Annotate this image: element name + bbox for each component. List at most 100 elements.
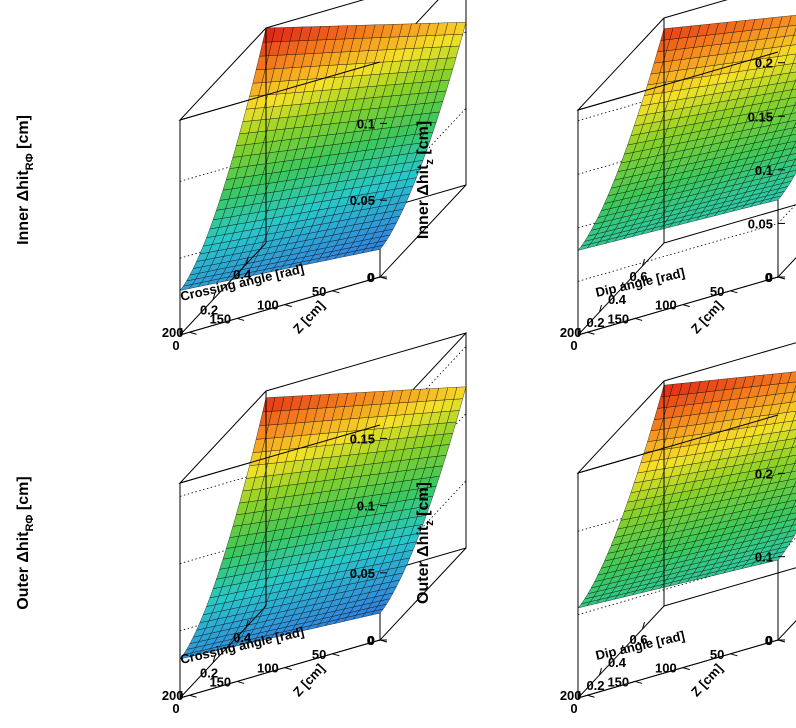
v-axis-title: Inner ΔhitRΦ [cm] [15,115,36,245]
x-tick [642,258,645,267]
x-tick-label: 0.6 [629,632,647,647]
x-tick [599,304,602,313]
z-tick [332,653,340,657]
x-tick [620,281,624,290]
z-tick-label: 100 [655,298,677,313]
z-tick-label: 50 [710,284,724,299]
z-tick-label: 150 [209,311,231,326]
z-tick-label: 200 [560,688,582,703]
z-axis-title: Z [cm] [290,661,328,700]
z-tick-label: 150 [209,674,231,689]
x-tick [599,667,602,676]
x-tick-label: 0.2 [200,303,218,318]
axis-box-front [178,332,467,699]
v-axis-title-unit: [cm] [15,115,32,153]
surface-mesh [577,15,796,251]
x-tick [642,621,645,630]
z-tick [189,694,197,698]
z-tick [682,304,690,308]
x-tick [577,327,581,336]
z-tick [284,304,292,308]
x-tick-label: 0.6 [629,269,647,284]
z-tick-label: 100 [257,298,279,313]
x-tick-label: 0.2 [200,666,218,681]
z-tick [635,680,643,684]
v-axis-title-unit: [cm] [415,482,432,520]
z-tick [189,331,197,335]
floor-edge [663,567,796,607]
v-tick-label: 0.15 [350,431,375,446]
z-tick [730,653,738,657]
v-tick-label: 0.05 [350,193,375,208]
z-tick [332,290,340,294]
v-tick-label: 0.2 [755,466,773,481]
v-axis-title-subscript: RΦ [24,515,36,532]
v-tick-label: 0 [766,270,773,285]
z-axis-line [179,276,381,336]
x-tick-label: 0.2 [586,315,604,330]
z-tick-label: 100 [257,661,279,676]
floor-edge [663,204,796,244]
v-tick-label: 0.1 [755,550,773,565]
x-tick-label: 0 [172,701,179,716]
x-tick [245,257,249,265]
z-tick [587,694,595,698]
v-tick-label: 0 [368,633,375,648]
z-tick-label: 150 [607,311,629,326]
x-tick [245,620,249,628]
v-axis-title: Outer Δhitz [cm] [415,482,436,604]
v-axis-title: Inner Δhitz [cm] [415,121,436,239]
z-axis-line [577,276,779,336]
x-tick-label: 0.4 [233,630,252,645]
x-tick [577,690,581,699]
z-tick-label: 100 [655,661,677,676]
v-axis-title-subscript: z [424,520,436,526]
z-tick-label: 50 [710,647,724,662]
z-tick-label: 0 [367,270,374,285]
x-tick-label: 0 [172,338,179,353]
top-edges [576,0,779,111]
v-tick-label: 0.05 [350,566,375,581]
x-tick-label: 0 [570,701,577,716]
z-tick-label: 0 [367,633,374,648]
x-tick [620,644,624,653]
z-axis-title: Z [cm] [688,298,726,337]
x-tick [212,655,216,663]
v-tick-label: 0 [368,270,375,285]
v-tick-label: 0.1 [357,499,375,514]
v-axis-title-main: Outer Δhit [15,531,32,610]
z-tick [284,667,292,671]
axis-box-front [178,0,381,336]
v-axis-title-unit: [cm] [15,476,32,514]
x-tick-label: 0.2 [586,678,604,693]
v-axis-title-unit: [cm] [415,121,432,159]
x-tick [212,292,216,300]
z-tick-label: 0 [765,270,772,285]
x-tick-label: 0.4 [233,267,252,282]
v-axis-title-main: Inner Δhit [415,164,432,239]
top-edges [178,332,467,484]
v-tick-label: 0.15 [748,109,773,124]
z-tick-label: 200 [162,325,184,340]
top-edges [576,342,796,474]
z-tick-label: 0 [765,633,772,648]
z-axis-title: Z [cm] [290,298,328,337]
x-tick [179,690,183,699]
z-tick-label: 150 [607,674,629,689]
v-tick-label: 0 [766,633,773,648]
z-tick [682,667,690,671]
surface-mesh [179,386,467,660]
x-tick [179,327,183,336]
z-tick-label: 200 [560,325,582,340]
z-tick [237,680,245,684]
x-tick-label: 0.4 [608,292,627,307]
z-tick-label: 50 [312,647,326,662]
z-tick-label: 50 [312,284,326,299]
surface-mesh [577,371,796,609]
z-axis-line [577,639,779,699]
v-axis-title-subscript: RΦ [24,153,36,170]
